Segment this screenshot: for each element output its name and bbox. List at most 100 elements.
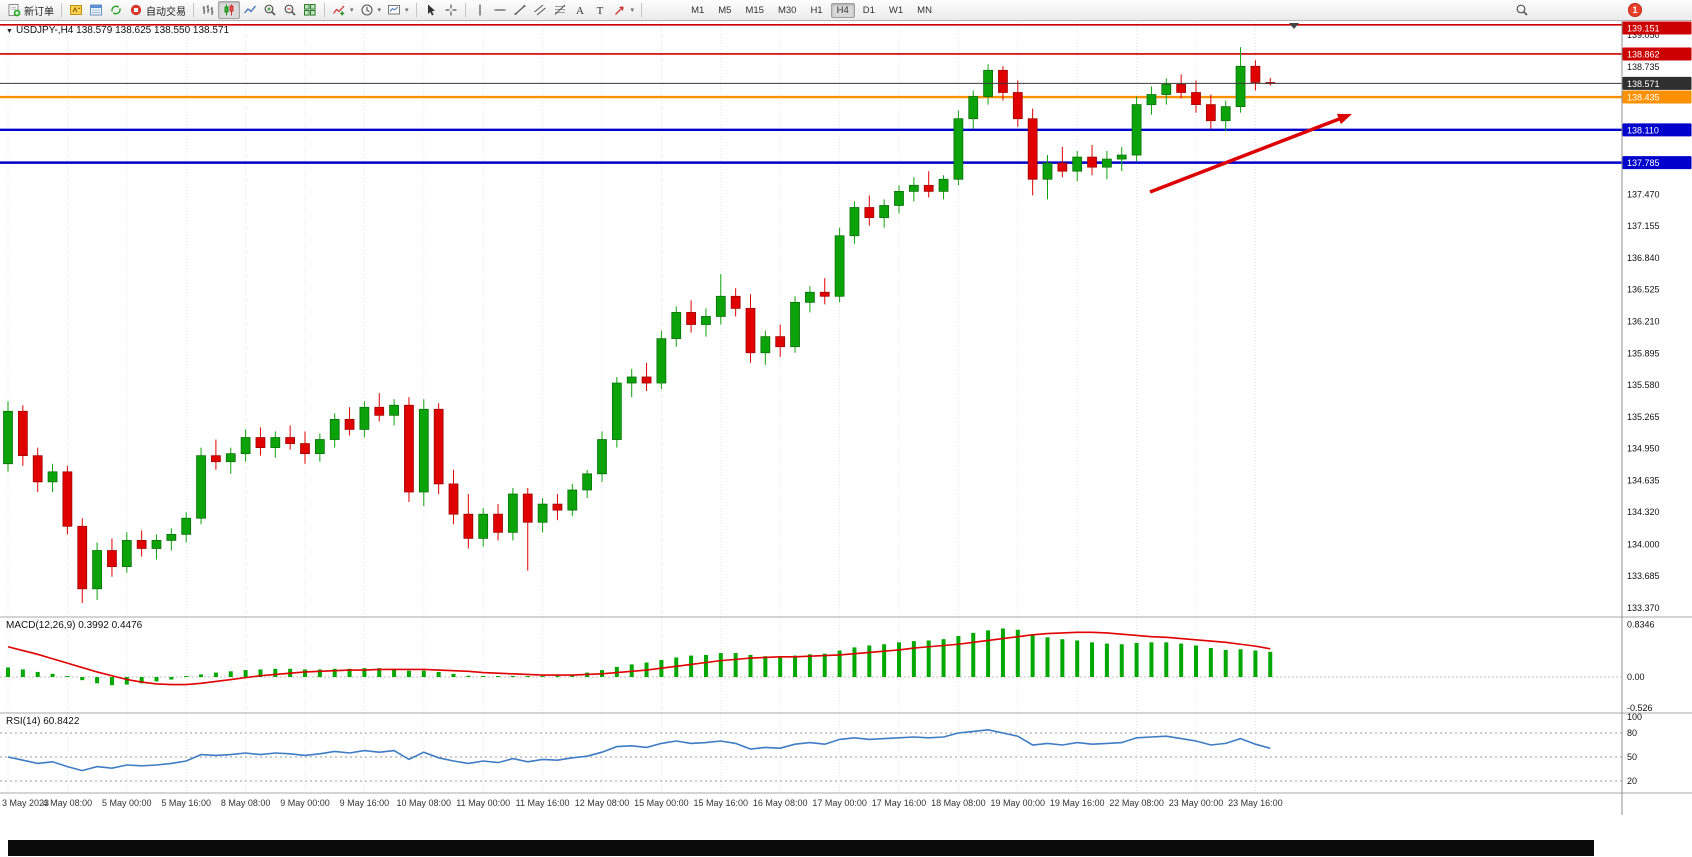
fibonacci-tool[interactable] [550, 2, 570, 18]
price-badge [1622, 21, 1692, 35]
candle-body [745, 308, 756, 354]
template-icon [388, 5, 401, 15]
notification-badge[interactable]: 1 [1628, 3, 1642, 17]
chart-shift-marker[interactable] [1289, 23, 1299, 29]
market-watch-icon [90, 4, 102, 16]
chart-symbol-header: ▼ USDJPY-,H4 138.579 138.625 138.550 138.… [6, 25, 229, 36]
cursor-button[interactable] [421, 2, 441, 18]
trend-arrow-head[interactable] [1336, 113, 1352, 125]
autotrading-label: 自动交易 [146, 6, 186, 18]
tile-windows-button[interactable] [300, 2, 320, 18]
text-tool[interactable]: A [570, 2, 590, 18]
timeframe-mn[interactable]: MN [917, 4, 932, 16]
metaeditor-icon [70, 5, 82, 15]
line-chart-button[interactable] [240, 2, 260, 18]
trendline-tool[interactable] [510, 2, 530, 18]
toolbar-separator [641, 3, 643, 17]
candle-body [285, 437, 296, 444]
search-button[interactable] [1512, 2, 1532, 18]
toolbar: 新订单 自动交易 [0, 0, 1692, 21]
candle-body [760, 336, 771, 354]
tile-windows-icon [304, 4, 316, 16]
market-watch-button[interactable] [86, 2, 106, 18]
label-icon: T [596, 5, 603, 17]
symbol-label: USDJPY-,H4 [15, 25, 74, 36]
horizontal-line-tool[interactable] [490, 2, 510, 18]
candle-body [1012, 92, 1023, 120]
svg-text:A: A [576, 5, 584, 17]
timeframe-h1[interactable]: H1 [810, 4, 823, 16]
candle-body [433, 408, 444, 485]
autotrading-button[interactable]: 自动交易 [126, 2, 189, 19]
time-axis-label: 23 May 00:00 [1169, 798, 1224, 808]
timeframe-m30[interactable]: M30 [777, 4, 797, 16]
candle-body [775, 336, 786, 348]
metaeditor-button[interactable] [66, 2, 86, 18]
templates-button[interactable]: ▾ [384, 2, 412, 18]
zoom-out-button[interactable] [280, 2, 300, 18]
toolbar-separator [464, 3, 466, 17]
time-axis-label: 10 May 08:00 [397, 798, 452, 808]
time-axis-label: 4 May 08:00 [43, 798, 93, 808]
candle-body [1161, 84, 1172, 95]
horizontal-scrollbar[interactable] [8, 840, 1594, 856]
timeframe-m5[interactable]: M5 [718, 4, 732, 16]
crosshair-button[interactable] [441, 2, 461, 18]
vertical-line-icon [478, 4, 481, 16]
arrow-shape-icon [614, 6, 624, 15]
new-order-button[interactable]: 新订单 [4, 2, 57, 19]
candlestick-chart-button[interactable] [218, 1, 240, 19]
candle-body [537, 503, 548, 523]
candle-body [849, 207, 860, 237]
price-badge-label: 137.785 [1627, 158, 1660, 168]
vertical-line-tool[interactable] [470, 2, 490, 18]
zoom-in-icon [264, 4, 276, 16]
price-badge [1622, 90, 1692, 104]
zoom-in-button[interactable] [260, 2, 280, 18]
macd-header: MACD(12,26,9) 0.3992 0.4476 [6, 620, 142, 631]
candle-body [701, 316, 711, 325]
candle-body [552, 503, 563, 511]
candle-body [641, 376, 652, 384]
rsi-scale-label: 80 [1627, 728, 1637, 738]
price-badge [1622, 156, 1692, 170]
candle-body [404, 404, 414, 493]
new-order-icon [8, 4, 21, 17]
candlestick-icon [224, 4, 234, 16]
timeframe-d1[interactable]: D1 [862, 4, 875, 16]
rsi-scale-label: 50 [1627, 752, 1637, 762]
candle-body [374, 406, 385, 416]
price-badge [1622, 76, 1692, 90]
macd-value-main: 0.3992 [78, 620, 109, 631]
candle-body [656, 338, 667, 384]
horizontal-line-icon [494, 9, 506, 11]
candle-body [211, 455, 221, 463]
time-axis-label: 8 May 08:00 [221, 798, 271, 808]
trend-arrow-line[interactable] [1149, 116, 1342, 194]
rsi-header: RSI(14) 60.8422 [6, 716, 79, 727]
chevron-down-icon: ▾ [405, 7, 409, 14]
candle-body [225, 453, 236, 463]
fibonacci-icon [554, 4, 565, 15]
history-center-button[interactable] [106, 2, 126, 18]
timeframe-h4[interactable]: H4 [830, 2, 855, 18]
candle-body [522, 493, 533, 523]
shapes-tool[interactable]: ▾ [610, 2, 638, 18]
candle-body [92, 550, 102, 590]
time-axis-label: 12 May 08:00 [575, 798, 630, 808]
periods-button[interactable]: ▾ [357, 2, 385, 18]
indicators-button[interactable]: ▾ [329, 2, 357, 18]
timeframe-m1[interactable]: M1 [691, 4, 705, 16]
candle-body [344, 418, 355, 430]
bar-chart-icon [202, 5, 214, 15]
bar-chart-button[interactable] [198, 2, 218, 18]
channel-tool[interactable] [530, 2, 550, 18]
label-tool[interactable]: T [590, 2, 610, 18]
candle-body [508, 493, 518, 533]
candle-body [834, 235, 845, 297]
candle-body [597, 439, 607, 475]
timeframe-m15[interactable]: M15 [745, 4, 764, 16]
timeframe-w1[interactable]: W1 [888, 4, 904, 16]
candle-body [300, 443, 310, 455]
